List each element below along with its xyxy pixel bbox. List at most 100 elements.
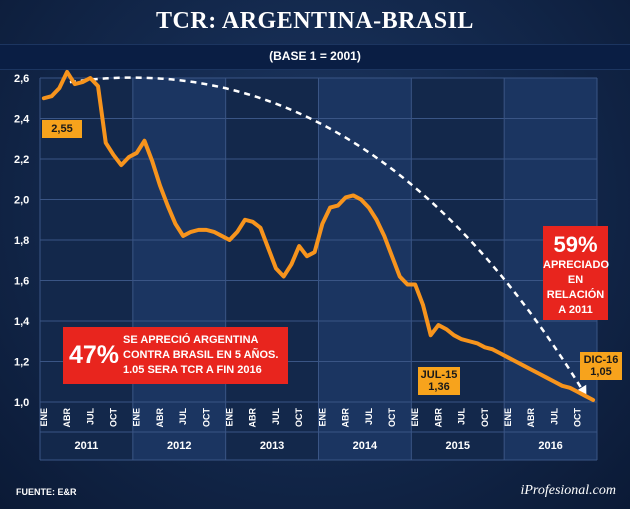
data-point xyxy=(158,183,162,187)
data-point xyxy=(258,226,262,230)
year-label: 2014 xyxy=(353,440,378,452)
data-point xyxy=(42,96,46,100)
year-band-2013 xyxy=(225,78,319,460)
data-point xyxy=(475,341,479,345)
data-point xyxy=(444,327,448,331)
data-point xyxy=(111,153,115,157)
y-tick-label: 1,6 xyxy=(14,276,29,288)
month-tick-label: OCT xyxy=(573,408,583,428)
data-point xyxy=(119,163,123,167)
data-point xyxy=(336,204,340,208)
y-tick-label: 1,8 xyxy=(14,235,29,247)
data-point xyxy=(251,220,255,224)
data-point xyxy=(405,283,409,287)
month-tick-label: ENE xyxy=(132,408,142,427)
callout-47-text: SE APRECIÓ ARGENTINA CONTRA BRASIL EN 5 … xyxy=(123,334,279,376)
data-point xyxy=(344,195,348,199)
year-band-2015 xyxy=(411,78,505,460)
data-point xyxy=(491,347,495,351)
data-point xyxy=(65,70,69,74)
callout-47-percent: 47% SE APRECIÓ ARGENTINA CONTRA BRASIL E… xyxy=(63,327,288,384)
data-point xyxy=(568,386,572,390)
data-point xyxy=(460,337,464,341)
data-point xyxy=(88,76,92,80)
month-tick-label: ENE xyxy=(225,408,235,427)
y-tick-label: 1,4 xyxy=(14,316,30,328)
dic16-label-value: 1,05 xyxy=(590,366,612,378)
data-point xyxy=(514,360,518,363)
data-point xyxy=(282,274,286,278)
data-point xyxy=(367,206,371,210)
data-point xyxy=(537,372,541,376)
brand-logo-text: iProfesional.com xyxy=(520,483,616,498)
data-point xyxy=(351,193,355,197)
data-point xyxy=(289,262,293,266)
data-point xyxy=(429,333,433,337)
year-label: 2011 xyxy=(74,440,98,452)
chart-title: TCR: ARGENTINA-BRASIL xyxy=(156,8,474,34)
month-tick-label: JUL xyxy=(364,408,374,426)
data-point xyxy=(591,398,595,402)
data-point xyxy=(305,254,309,258)
data-point xyxy=(166,204,170,208)
source-note: FUENTE: E&R xyxy=(16,487,77,497)
month-tick-label: ABR xyxy=(155,408,165,428)
data-point xyxy=(483,345,487,349)
y-tick-label: 1,0 xyxy=(14,397,29,409)
data-point xyxy=(545,376,549,380)
callout-59-pct: 59% xyxy=(553,232,598,257)
data-point xyxy=(560,384,564,388)
month-tick-label: ABR xyxy=(62,408,72,428)
y-tick-label: 2,2 xyxy=(14,154,29,166)
month-tick-label: JUL xyxy=(457,408,467,426)
month-tick-label: ENE xyxy=(410,408,420,427)
month-tick-label: OCT xyxy=(201,408,211,428)
data-point xyxy=(50,94,54,98)
data-point xyxy=(57,86,61,90)
data-point xyxy=(467,339,471,343)
data-point xyxy=(313,250,317,254)
data-point xyxy=(228,238,232,242)
month-tick-label: ABR xyxy=(248,408,258,428)
data-point xyxy=(436,323,440,327)
data-point xyxy=(583,394,587,398)
data-point xyxy=(173,222,177,226)
dic16-label-date: DIC-16 xyxy=(583,354,619,366)
data-point xyxy=(81,80,85,84)
year-label: 2012 xyxy=(167,440,191,452)
data-point xyxy=(274,266,278,270)
data-point xyxy=(189,230,193,234)
month-tick-label: OCT xyxy=(294,408,304,428)
data-point xyxy=(421,303,425,307)
year-label: 2015 xyxy=(446,440,470,452)
data-point xyxy=(220,234,224,238)
month-tick-label: OCT xyxy=(480,408,490,428)
data-point xyxy=(204,228,208,232)
data-point xyxy=(150,159,154,163)
chart-subtitle: (BASE 1 = 2001) xyxy=(269,49,361,63)
month-tick-label: ENE xyxy=(39,408,49,427)
data-point xyxy=(243,218,247,222)
subtitle-bar xyxy=(0,44,630,70)
month-tick-label: ABR xyxy=(341,408,351,428)
data-point xyxy=(382,234,386,238)
jul15-label-date: JUL-15 xyxy=(420,369,458,381)
data-point xyxy=(413,283,417,287)
data-point xyxy=(135,151,139,155)
trend-arrow-path xyxy=(69,76,583,389)
data-point xyxy=(297,244,301,248)
data-point xyxy=(452,333,456,337)
y-tick-label: 2,4 xyxy=(14,114,30,126)
month-tick-label: JUL xyxy=(178,408,188,426)
month-tick-label: JUL xyxy=(271,408,281,426)
data-point xyxy=(375,218,379,222)
month-tick-label: ENE xyxy=(317,408,327,427)
data-point xyxy=(498,351,502,355)
data-point xyxy=(506,355,510,359)
data-point xyxy=(320,222,324,226)
data-point xyxy=(390,254,394,258)
callout-59-text: APRECIADO EN RELACIÓN A 2011 xyxy=(543,259,610,316)
data-point xyxy=(104,141,108,145)
jul15-value-label: JUL-15 1,36 xyxy=(418,367,460,395)
